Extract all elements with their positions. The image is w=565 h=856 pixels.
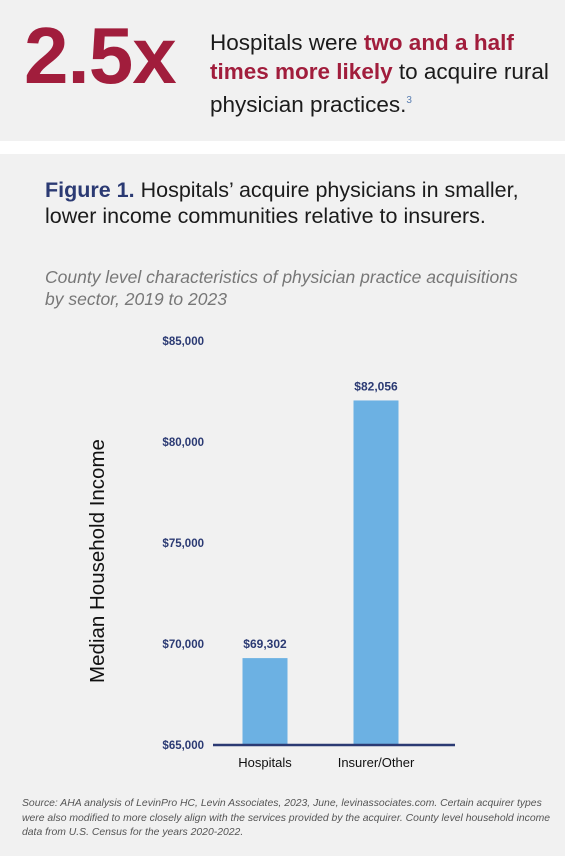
bar-value-label: $69,302 <box>243 637 287 651</box>
callout-text-before: Hospitals were <box>210 30 364 55</box>
y-tick-label: $70,000 <box>162 639 204 651</box>
figure-label: Figure 1. <box>45 178 135 202</box>
figure-title-text: Hospitals’ acquire physicians in smaller… <box>45 178 519 228</box>
bar <box>242 658 288 745</box>
y-tick-label: $85,000 <box>162 336 204 348</box>
callout-highlight: two and a half times more likely <box>210 30 514 84</box>
x-tick-label: Hospitals <box>238 755 292 770</box>
y-tick-label: $75,000 <box>162 538 204 550</box>
callout-stat: 2.5x <box>24 11 177 100</box>
source-note: Source: AHA analysis of LevinPro HC, Lev… <box>22 798 551 838</box>
bar <box>353 400 399 745</box>
y-axis-title: Median Household Income <box>86 439 109 683</box>
callout-text: Hospitals were two and a half times more… <box>210 28 550 119</box>
y-tick-label: $80,000 <box>162 437 204 449</box>
figure-title: Figure 1. Hospitals’ acquire physicians … <box>45 177 535 229</box>
callout-box: 2.5x Hospitals were two and a half times… <box>0 0 565 141</box>
figure-subtitle: County level characteristics of physicia… <box>45 267 518 309</box>
callout-text-after: to acquire rural physician practices. <box>210 59 549 117</box>
bar-value-label: $82,056 <box>354 379 398 393</box>
x-tick-label: Insurer/Other <box>338 755 415 770</box>
footnote-marker: 3 <box>406 95 412 106</box>
bar-chart: $65,000 $70,000 $75,000 $80,000 $85,000 Media… <box>86 336 455 770</box>
y-tick-label: $65,000 <box>162 740 204 752</box>
